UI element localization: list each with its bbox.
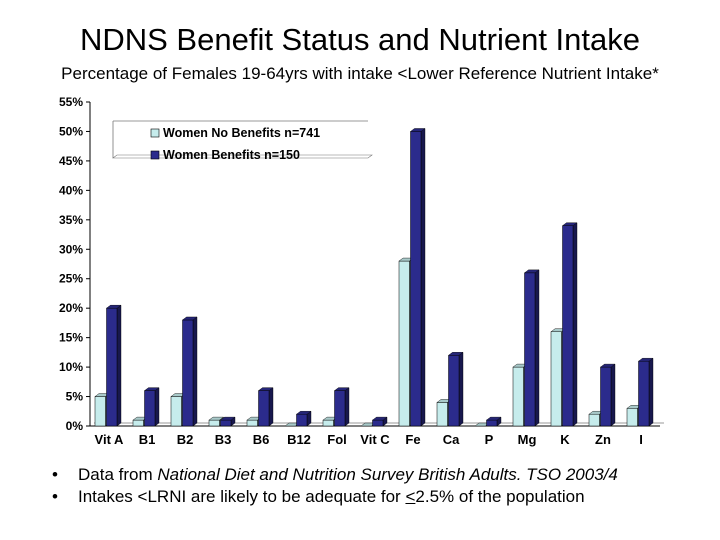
bar: [334, 390, 346, 427]
x-tick-label: B1: [139, 432, 156, 447]
bar-side: [268, 387, 274, 427]
x-tick-label: Zn: [595, 432, 611, 447]
legend-label: Women No Benefits n=741: [163, 126, 320, 140]
bullet-icon: •: [52, 465, 58, 484]
footnotes: • Data from National Diet and Nutrition …: [52, 464, 712, 508]
bar: [550, 331, 562, 427]
footnote-1-source: National Diet and Nutrition Survey Briti…: [157, 465, 618, 484]
page-title: NDNS Benefit Status and Nutrient Intake: [79, 22, 640, 57]
x-tick-label: B2: [177, 432, 194, 447]
bar-side: [116, 304, 122, 427]
legend-label: Women Benefits n=150: [163, 148, 300, 162]
x-tick-label: Fe: [405, 432, 420, 447]
bar: [246, 419, 258, 427]
y-tick-label: 45%: [59, 154, 83, 168]
bar-top: [485, 416, 502, 421]
bar-top: [219, 416, 236, 421]
footnote-1: • Data from National Diet and Nutrition …: [52, 464, 712, 486]
bar: [132, 419, 144, 427]
y-tick-label: 55%: [59, 95, 83, 109]
bar-top: [561, 222, 578, 226]
bar: [638, 360, 650, 427]
bar: [170, 396, 182, 427]
bar-side: [192, 316, 198, 427]
x-tick-label: I: [639, 432, 643, 447]
bar-top: [181, 316, 198, 321]
bar: [296, 413, 308, 427]
bar: [626, 408, 638, 427]
y-tick-label: 20%: [59, 301, 83, 315]
bar-side: [572, 222, 578, 427]
x-tick-label: B12: [287, 432, 311, 447]
x-tick-label: Mg: [518, 432, 537, 447]
bar-side: [610, 363, 616, 427]
bar-side: [534, 269, 540, 427]
bar-side: [344, 387, 350, 427]
bar: [486, 419, 498, 427]
x-tick-label: P: [485, 432, 494, 447]
bar-top: [208, 416, 225, 421]
bar: [600, 366, 612, 427]
y-tick-label: 50%: [59, 124, 83, 138]
bar-side: [648, 357, 654, 427]
legend-swatch: [150, 128, 160, 138]
bar-side: [420, 128, 426, 427]
bar: [106, 307, 118, 427]
chart-subtitle: Percentage of Females 19-64yrs with inta…: [61, 64, 659, 83]
footnote-2-prefix: Intakes <LRNI are likely to be adequate …: [78, 487, 406, 506]
bar-side: [458, 351, 464, 427]
bar: [208, 419, 220, 427]
y-tick-label: 30%: [59, 242, 83, 256]
x-tick-label: B3: [215, 432, 232, 447]
x-tick-label: K: [560, 432, 570, 447]
x-tick-label: B6: [253, 432, 270, 447]
bar: [512, 366, 524, 427]
y-tick-label: 35%: [59, 213, 83, 227]
bar: [410, 131, 422, 427]
x-tick-label: Fol: [327, 432, 347, 447]
bar-top: [637, 358, 654, 362]
y-tick-label: 0%: [66, 419, 84, 433]
bar: [144, 390, 156, 427]
legend-floor: [112, 154, 373, 159]
bar-top: [333, 387, 350, 391]
bar: [436, 402, 448, 427]
bar: [588, 413, 600, 427]
bar-top: [447, 352, 464, 356]
y-tick-label: 40%: [59, 183, 83, 197]
bar: [524, 272, 536, 427]
bar-top: [295, 411, 312, 415]
x-tick-label: Vit A: [95, 432, 125, 447]
footnote-1-prefix: Data from: [78, 465, 158, 484]
y-tick-label: 5%: [66, 390, 84, 404]
bar: [372, 419, 384, 427]
y-tick-label: 10%: [59, 360, 83, 374]
bar-side: [154, 387, 160, 427]
bar: [182, 319, 194, 427]
bar-top: [523, 269, 540, 274]
bar: [322, 419, 334, 427]
y-tick-label: 25%: [59, 272, 83, 286]
bar: [94, 396, 106, 427]
footnote-2-symbol: <: [405, 487, 416, 506]
bar-top: [257, 387, 274, 391]
footnote-2-suffix: 2.5% of the population: [415, 487, 585, 506]
bar-top: [599, 363, 616, 368]
bar-top: [143, 387, 160, 391]
bar-chart: 0% 5% 10% 15% 20% 25% 30% 35% 40% 45% 50% 55% Vit A B…: [59, 95, 664, 447]
bar-top: [371, 416, 388, 421]
bar: [448, 355, 460, 427]
bar: [398, 260, 410, 427]
bar: [258, 390, 270, 427]
bar: [220, 419, 232, 427]
bar-top: [105, 304, 122, 309]
x-tick-label: Vit C: [360, 432, 390, 447]
bar-top: [409, 128, 426, 132]
bar: [562, 225, 574, 427]
x-tick-label: Ca: [443, 432, 460, 447]
footnote-2: • Intakes <LRNI are likely to be adequat…: [52, 486, 712, 508]
legend-swatch: [150, 150, 160, 160]
bullet-icon: •: [52, 487, 58, 506]
y-tick-label: 15%: [59, 331, 83, 345]
